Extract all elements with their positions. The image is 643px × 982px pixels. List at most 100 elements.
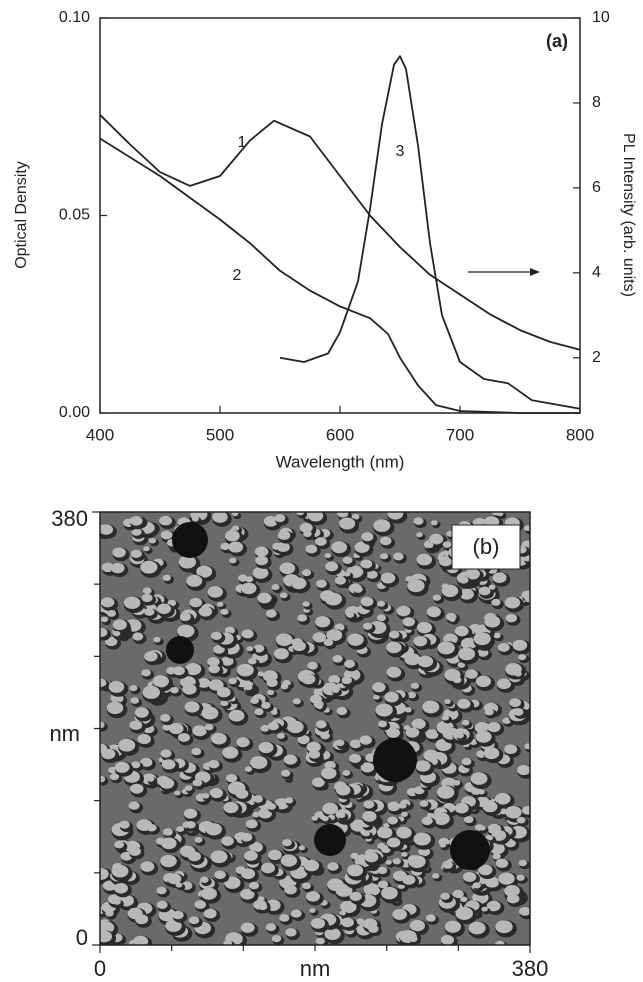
afm-grain (162, 828, 173, 836)
afm-grain (253, 795, 263, 803)
afm-grain (177, 732, 190, 742)
afm-grain (328, 675, 341, 685)
afm-grain (518, 859, 528, 867)
afm-grain (312, 777, 325, 788)
afm-grain (332, 654, 343, 663)
afm-grain (461, 757, 472, 766)
afm-grain (343, 571, 351, 577)
afm-grain (216, 601, 224, 607)
afm-grain (296, 512, 305, 516)
y-tick-label: 0.00 (59, 404, 90, 421)
afm-grain (351, 513, 360, 520)
afm-grain (290, 577, 307, 590)
y-tick-label: 0 (76, 925, 88, 950)
afm-grain (220, 700, 229, 707)
afm-grain (200, 876, 209, 883)
series-line (99, 137, 580, 414)
afm-grain (441, 715, 450, 721)
afm-grain (409, 919, 425, 932)
afm-grain (194, 836, 203, 843)
afm-grain (222, 746, 239, 759)
afm-grain (212, 512, 228, 523)
afm-grain (113, 630, 121, 637)
afm-grain (327, 862, 339, 871)
afm-grain (478, 864, 493, 876)
afm-grain (198, 606, 213, 617)
afm-grain (191, 747, 202, 756)
afm-grain (516, 816, 526, 824)
afm-grain (297, 734, 310, 745)
afm-grain (246, 646, 254, 652)
afm-grain (192, 725, 207, 737)
afm-grain (208, 760, 220, 769)
afm-grain (416, 621, 433, 634)
afm-grain (505, 613, 518, 623)
y2-axis-label: PL Intensity (arb. units) (620, 133, 637, 297)
afm-grain (363, 883, 381, 896)
afm-grain (210, 850, 228, 864)
afm-grain (176, 826, 185, 833)
afm-grain (457, 698, 471, 709)
afm-grain (282, 839, 292, 847)
afm-grain (100, 627, 108, 637)
afm-grain (290, 909, 302, 918)
afm-grain (523, 525, 530, 532)
afm-grain (360, 559, 373, 569)
afm-grain (372, 682, 386, 693)
afm-grain (279, 592, 288, 599)
afm-grain (335, 739, 345, 747)
afm-grain (312, 632, 327, 643)
afm-grain (385, 860, 392, 865)
afm-grain (474, 722, 491, 734)
afm-grain (140, 861, 155, 872)
afm-grain (201, 793, 210, 799)
y2-tick-label: 6 (592, 179, 601, 196)
afm-grain (236, 663, 254, 677)
afm-grain (324, 927, 341, 941)
afm-grain (513, 708, 524, 716)
afm-grain (387, 837, 401, 848)
afm-grain (413, 517, 424, 525)
afm-grain (231, 512, 239, 517)
afm-grain (516, 874, 525, 881)
afm-grain (362, 622, 373, 630)
afm-grain (299, 522, 313, 533)
afm-grain (209, 788, 223, 799)
afm-grain (129, 685, 138, 692)
arrow-head (530, 268, 540, 276)
afm-grain (280, 683, 289, 690)
afm-grain (379, 536, 392, 546)
afm-grain (113, 898, 121, 905)
afm-grain (380, 572, 396, 584)
afm-grain (331, 541, 348, 554)
afm-grain (349, 891, 362, 901)
afm-grain (401, 851, 408, 857)
afm-grain (207, 586, 223, 598)
afm-grain (134, 707, 149, 718)
afm-grain (457, 662, 466, 668)
afm-grain (432, 594, 442, 601)
afm-grain (100, 616, 109, 623)
afm-grain (323, 638, 334, 647)
y-axis-label: nm (49, 721, 80, 746)
afm-grain (135, 914, 149, 925)
afm-grain (315, 537, 327, 546)
afm-grain (346, 611, 354, 618)
afm-grain (203, 908, 217, 919)
afm-grain (179, 612, 191, 622)
afm-grain (433, 812, 450, 826)
afm-grain (452, 676, 462, 684)
afm-grain (396, 605, 411, 617)
afm-grain (349, 753, 362, 764)
afm-grain (341, 676, 352, 685)
afm-grain (131, 761, 141, 769)
afm-grain (324, 592, 342, 606)
afm-grain (504, 884, 520, 897)
afm-grain (240, 922, 255, 933)
afm-grain (325, 561, 339, 572)
afm-grain (224, 530, 240, 542)
afm-grain (226, 773, 238, 783)
y-tick-label: 0.10 (59, 9, 90, 26)
afm-grain (160, 749, 172, 758)
afm-grain (236, 737, 250, 748)
